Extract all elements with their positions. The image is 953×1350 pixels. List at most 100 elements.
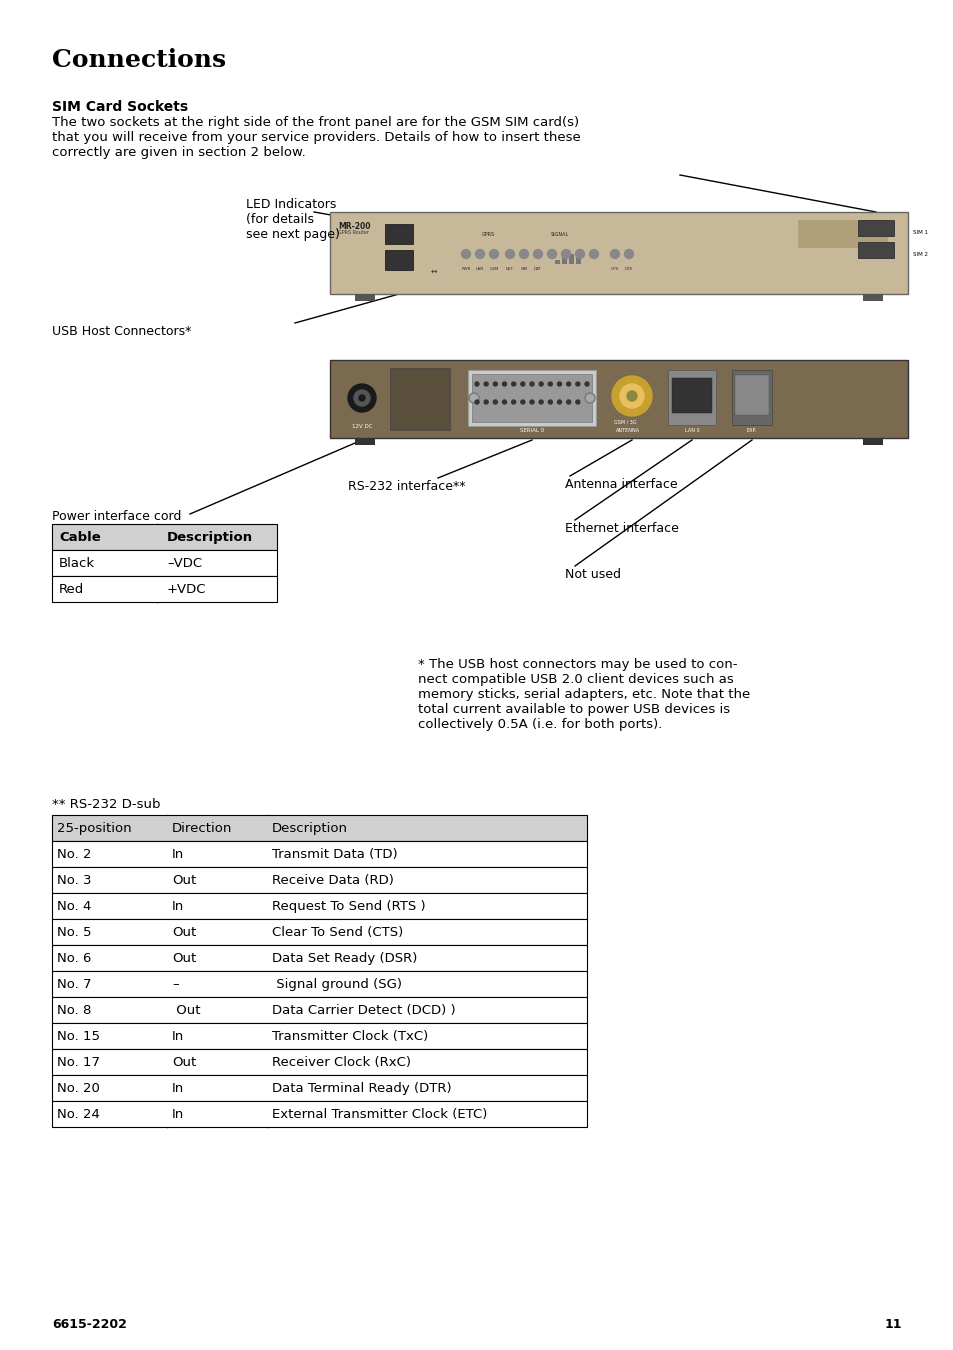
Text: GPS: GPS (610, 267, 618, 271)
Bar (52, 549, 276, 576)
Text: Direction: Direction (172, 822, 233, 836)
Circle shape (493, 382, 497, 386)
Circle shape (575, 250, 584, 258)
Text: Out: Out (172, 873, 196, 887)
Bar (355, 294, 375, 301)
Text: In: In (172, 1081, 184, 1095)
Circle shape (566, 400, 570, 404)
Bar (52, 971, 586, 998)
Bar (731, 370, 771, 425)
Bar (355, 437, 375, 446)
Text: Out: Out (172, 952, 196, 965)
Text: In: In (172, 900, 184, 913)
Text: GSM: GSM (489, 267, 498, 271)
Circle shape (502, 382, 506, 386)
Circle shape (610, 250, 618, 258)
Text: ** RS-232 D-sub: ** RS-232 D-sub (52, 798, 160, 811)
Circle shape (493, 400, 497, 404)
Text: Data Terminal Ready (DTR): Data Terminal Ready (DTR) (272, 1081, 451, 1095)
Text: Request To Send (RTS ): Request To Send (RTS ) (272, 900, 425, 913)
Text: LED Indicators
(for details
see next page): LED Indicators (for details see next pag… (246, 198, 339, 242)
Bar (385, 250, 413, 270)
Bar (862, 437, 882, 446)
Circle shape (484, 400, 488, 404)
Circle shape (484, 382, 488, 386)
Circle shape (538, 400, 542, 404)
Text: RS-232 interface**: RS-232 interface** (348, 481, 465, 493)
Circle shape (519, 250, 528, 258)
Text: ANTENNA: ANTENNA (616, 428, 639, 433)
Bar (52, 1075, 586, 1102)
Text: SIM: SIM (519, 267, 527, 271)
Bar (385, 224, 413, 244)
Text: +VDC: +VDC (167, 583, 206, 595)
Circle shape (584, 382, 588, 386)
Text: Not used: Not used (564, 568, 620, 580)
Circle shape (520, 382, 524, 386)
Text: Data Set Ready (DSR): Data Set Ready (DSR) (272, 952, 416, 965)
Circle shape (358, 396, 365, 401)
Circle shape (584, 393, 595, 404)
Circle shape (619, 383, 643, 408)
Bar (797, 220, 887, 248)
Text: –VDC: –VDC (167, 558, 202, 570)
Circle shape (489, 250, 498, 258)
Text: No. 5: No. 5 (57, 926, 91, 940)
Bar (857, 242, 893, 258)
Text: Description: Description (167, 531, 253, 544)
Bar (52, 524, 276, 549)
Bar (555, 261, 559, 265)
Circle shape (547, 250, 556, 258)
Circle shape (505, 250, 514, 258)
Text: 25-position: 25-position (57, 822, 132, 836)
Bar (667, 370, 716, 425)
Circle shape (557, 400, 561, 404)
Bar (52, 1102, 586, 1127)
Bar (52, 1023, 586, 1049)
Text: SIM Card Sockets: SIM Card Sockets (52, 100, 188, 113)
Bar (52, 945, 586, 971)
Text: Receiver Clock (RxC): Receiver Clock (RxC) (272, 1056, 411, 1069)
Circle shape (557, 382, 561, 386)
Text: Red: Red (59, 583, 84, 595)
Text: Antenna interface: Antenna interface (564, 478, 677, 491)
Circle shape (576, 382, 579, 386)
Text: GPRS Router: GPRS Router (337, 230, 369, 235)
Text: Ethernet interface: Ethernet interface (564, 522, 679, 535)
Text: In: In (172, 1030, 184, 1044)
Bar (862, 294, 882, 301)
Circle shape (511, 400, 516, 404)
Text: EXP.: EXP. (746, 428, 757, 433)
Bar (568, 254, 574, 265)
Text: In: In (172, 1108, 184, 1120)
Bar (52, 998, 586, 1023)
Text: In: In (172, 848, 184, 861)
Bar (52, 841, 586, 867)
Text: Power interface cord: Power interface cord (52, 510, 181, 522)
Text: No. 3: No. 3 (57, 873, 91, 887)
Text: Clear To Send (CTS): Clear To Send (CTS) (272, 926, 403, 940)
Circle shape (475, 400, 478, 404)
Text: 12V DC: 12V DC (352, 424, 372, 429)
Text: Signal ground (SG): Signal ground (SG) (272, 977, 401, 991)
Bar (390, 369, 450, 431)
Circle shape (520, 400, 524, 404)
Text: No. 15: No. 15 (57, 1030, 100, 1044)
Bar (561, 256, 566, 265)
Circle shape (502, 400, 506, 404)
Bar (468, 370, 596, 427)
Circle shape (469, 393, 478, 404)
Text: USB Host Connectors*: USB Host Connectors* (52, 325, 192, 338)
Text: No. 24: No. 24 (57, 1108, 100, 1120)
Circle shape (548, 382, 552, 386)
Text: SIGNAL: SIGNAL (550, 232, 569, 238)
Circle shape (566, 382, 570, 386)
Text: SIM 2: SIM 2 (912, 252, 927, 256)
Circle shape (530, 382, 534, 386)
Text: Out: Out (172, 1056, 196, 1069)
Circle shape (612, 377, 651, 416)
Text: PWR: PWR (460, 267, 470, 271)
Text: NET: NET (505, 267, 514, 271)
Bar (52, 867, 586, 892)
Text: External Transmitter Clock (ETC): External Transmitter Clock (ETC) (272, 1108, 487, 1120)
